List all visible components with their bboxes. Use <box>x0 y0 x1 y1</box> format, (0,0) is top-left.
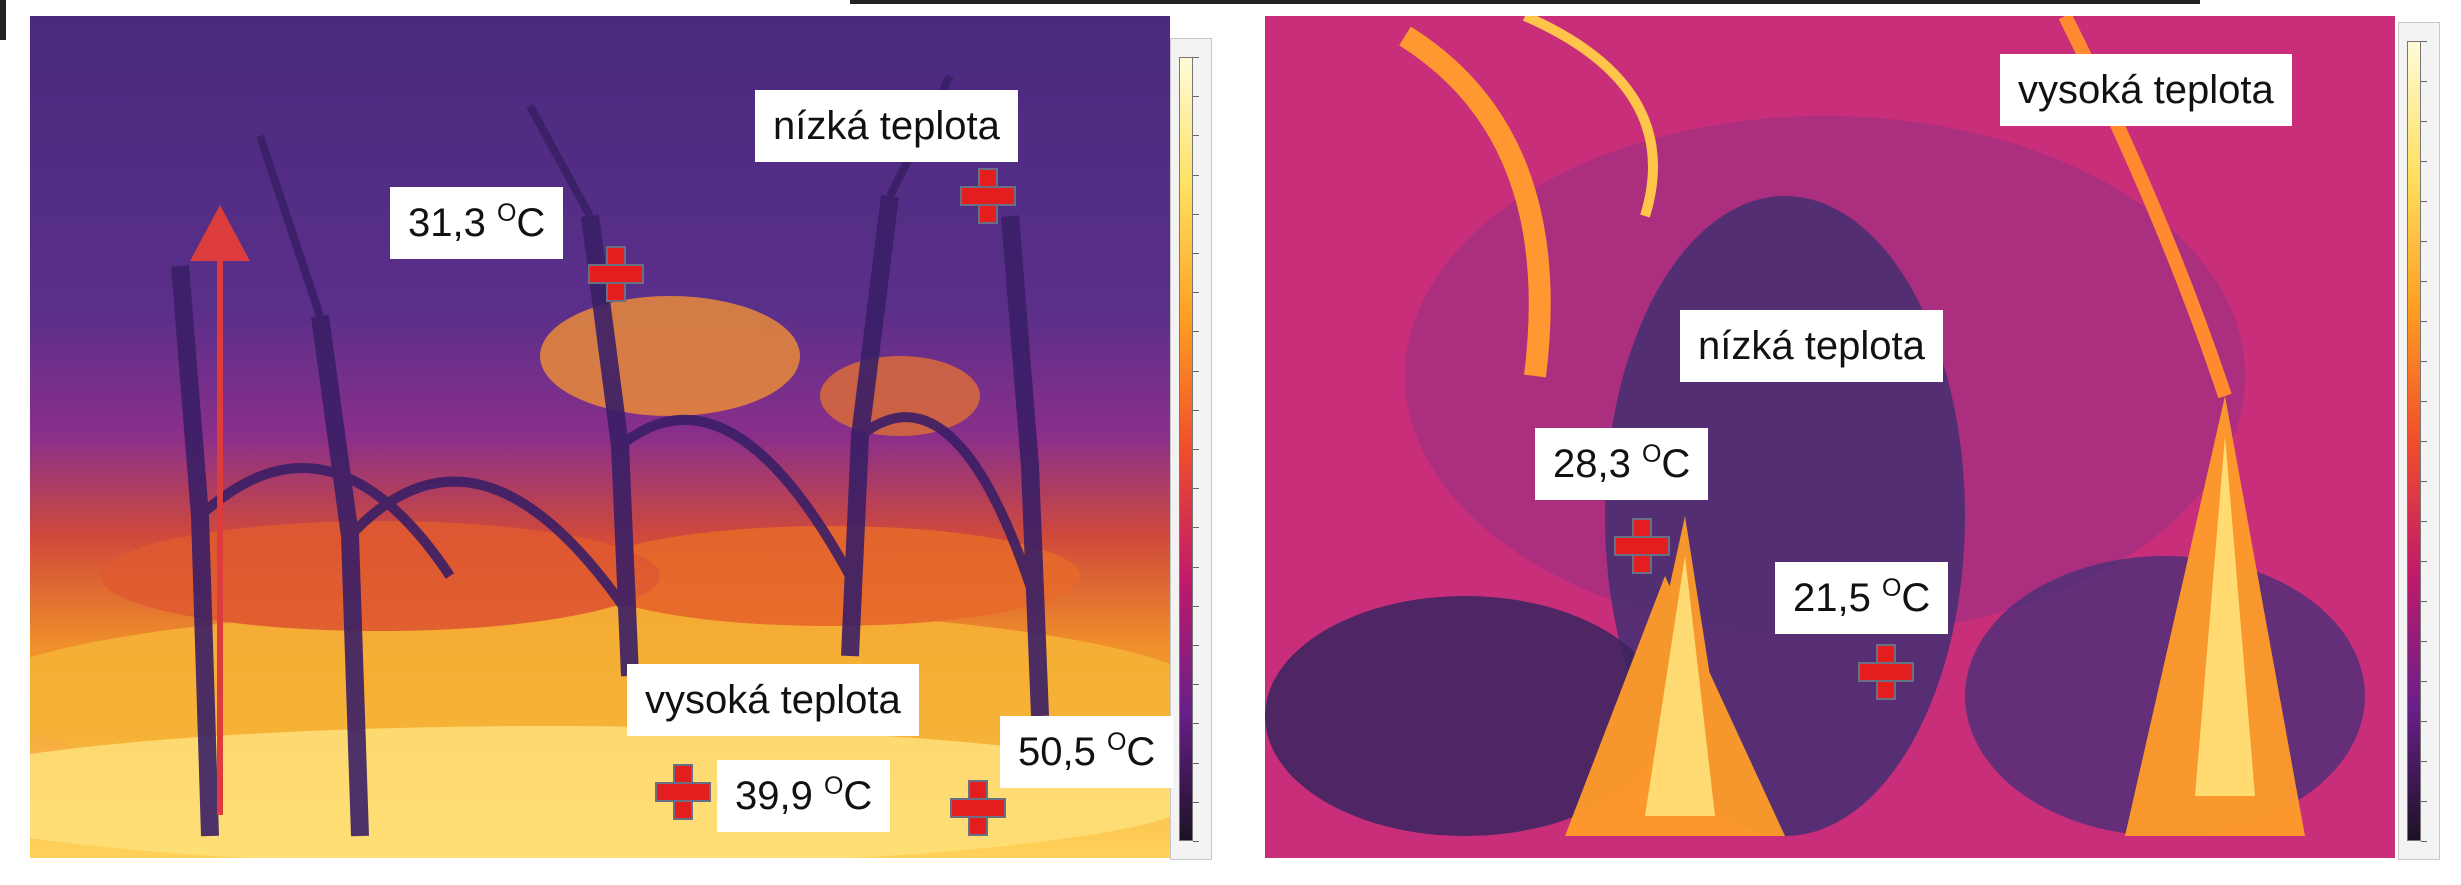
low-temp-label-right: nízká teplota <box>1680 310 1943 382</box>
scale-tick <box>1193 253 1199 254</box>
scale-tick <box>2421 121 2427 122</box>
scale-tick <box>2421 401 2427 402</box>
scale-tick <box>1193 449 1199 450</box>
scale-tick <box>1193 762 1199 764</box>
thermal-image-right <box>1265 16 2395 858</box>
scale-tick <box>1193 527 1199 529</box>
scale-tick <box>2421 601 2427 602</box>
marker-cross-50 <box>952 782 1004 834</box>
temp-label-28: 28,3 OC <box>1535 428 1709 500</box>
temperature-scale-right <box>2398 22 2440 860</box>
scale-tick <box>1193 370 1199 372</box>
marker-cross-31 <box>590 248 642 300</box>
corner-mark <box>0 0 6 40</box>
temp-label-39: 39,9 OC <box>717 760 891 832</box>
temp-label-21: 21,5 OC <box>1775 562 1949 634</box>
up-arrow-icon <box>190 205 250 815</box>
scale-tick <box>1193 292 1199 294</box>
marker-cross-21 <box>1860 646 1912 698</box>
color-gradient-right <box>2407 41 2421 841</box>
scale-tick <box>1193 488 1199 490</box>
low-temp-label-left: nízká teplota <box>755 90 1018 162</box>
temp-label-31: 31,3 OC <box>390 187 564 259</box>
scale-tick <box>2421 241 2427 242</box>
scale-tick <box>1193 566 1199 568</box>
scale-tick <box>1193 213 1199 215</box>
scale-tick <box>2421 481 2427 482</box>
scale-tick <box>1193 841 1199 842</box>
scale-tick <box>2421 321 2427 322</box>
scale-tick <box>1193 605 1199 607</box>
scale-tick <box>2421 801 2427 802</box>
marker-cross-low-left <box>962 170 1014 222</box>
scale-tick <box>2421 441 2427 442</box>
scale-tick <box>1193 645 1199 646</box>
scale-tick <box>2421 841 2427 842</box>
scale-tick <box>1193 57 1199 58</box>
scale-tick <box>2421 161 2427 162</box>
marker-cross-39 <box>657 766 709 818</box>
scale-tick <box>2421 561 2427 562</box>
scale-tick <box>1193 409 1199 411</box>
color-gradient-left <box>1179 57 1193 841</box>
marker-cross-28 <box>1616 520 1668 572</box>
scale-tick <box>2421 681 2427 682</box>
scale-tick <box>1193 801 1199 803</box>
scale-tick <box>1193 135 1199 137</box>
scale-tick <box>1193 174 1199 176</box>
scale-tick <box>2421 281 2427 282</box>
scale-tick <box>2421 641 2427 642</box>
scale-tick <box>1193 684 1199 686</box>
scale-tick <box>2421 521 2427 522</box>
scale-tick <box>2421 761 2427 762</box>
scale-tick <box>2421 721 2427 722</box>
scale-tick <box>1193 723 1199 725</box>
scale-tick <box>2421 201 2427 202</box>
temp-label-50: 50,5 OC <box>1000 716 1174 788</box>
scale-tick <box>1193 96 1199 98</box>
scale-tick <box>2421 361 2427 362</box>
high-temp-label-right: vysoká teplota <box>2000 54 2292 126</box>
top-border-line <box>850 0 2200 4</box>
scale-tick <box>1193 331 1199 333</box>
scale-tick <box>2421 81 2427 82</box>
scale-tick <box>2421 41 2427 42</box>
high-temp-label-left: vysoká teplota <box>627 664 919 736</box>
temperature-scale-left <box>1170 38 1212 860</box>
